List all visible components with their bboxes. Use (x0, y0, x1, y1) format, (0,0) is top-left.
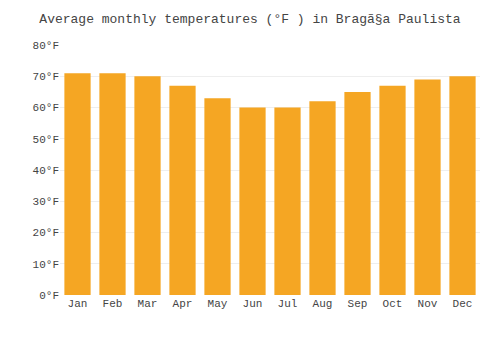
svg-text:Average monthly temperatures (: Average monthly temperatures (°F ) in Br… (39, 12, 460, 27)
svg-text:Oct: Oct (383, 298, 403, 310)
svg-text:May: May (208, 298, 228, 310)
svg-text:Dec: Dec (453, 298, 473, 310)
svg-text:40°F: 40°F (33, 165, 59, 177)
svg-text:80°F: 80°F (33, 40, 59, 52)
svg-text:Jan: Jan (68, 298, 88, 310)
svg-text:Aug: Aug (313, 298, 333, 310)
svg-text:0°F: 0°F (39, 290, 59, 302)
svg-text:Sep: Sep (348, 298, 368, 310)
svg-text:70°F: 70°F (33, 71, 59, 83)
svg-text:Feb: Feb (103, 298, 123, 310)
svg-text:Mar: Mar (138, 298, 158, 310)
svg-text:30°F: 30°F (33, 196, 59, 208)
svg-text:50°F: 50°F (33, 134, 59, 146)
svg-text:Nov: Nov (418, 298, 438, 310)
svg-text:10°F: 10°F (33, 259, 59, 271)
svg-text:Apr: Apr (173, 298, 193, 310)
svg-text:60°F: 60°F (33, 102, 59, 114)
svg-text:Jul: Jul (278, 298, 298, 310)
svg-text:Jun: Jun (243, 298, 263, 310)
svg-text:20°F: 20°F (33, 227, 59, 239)
